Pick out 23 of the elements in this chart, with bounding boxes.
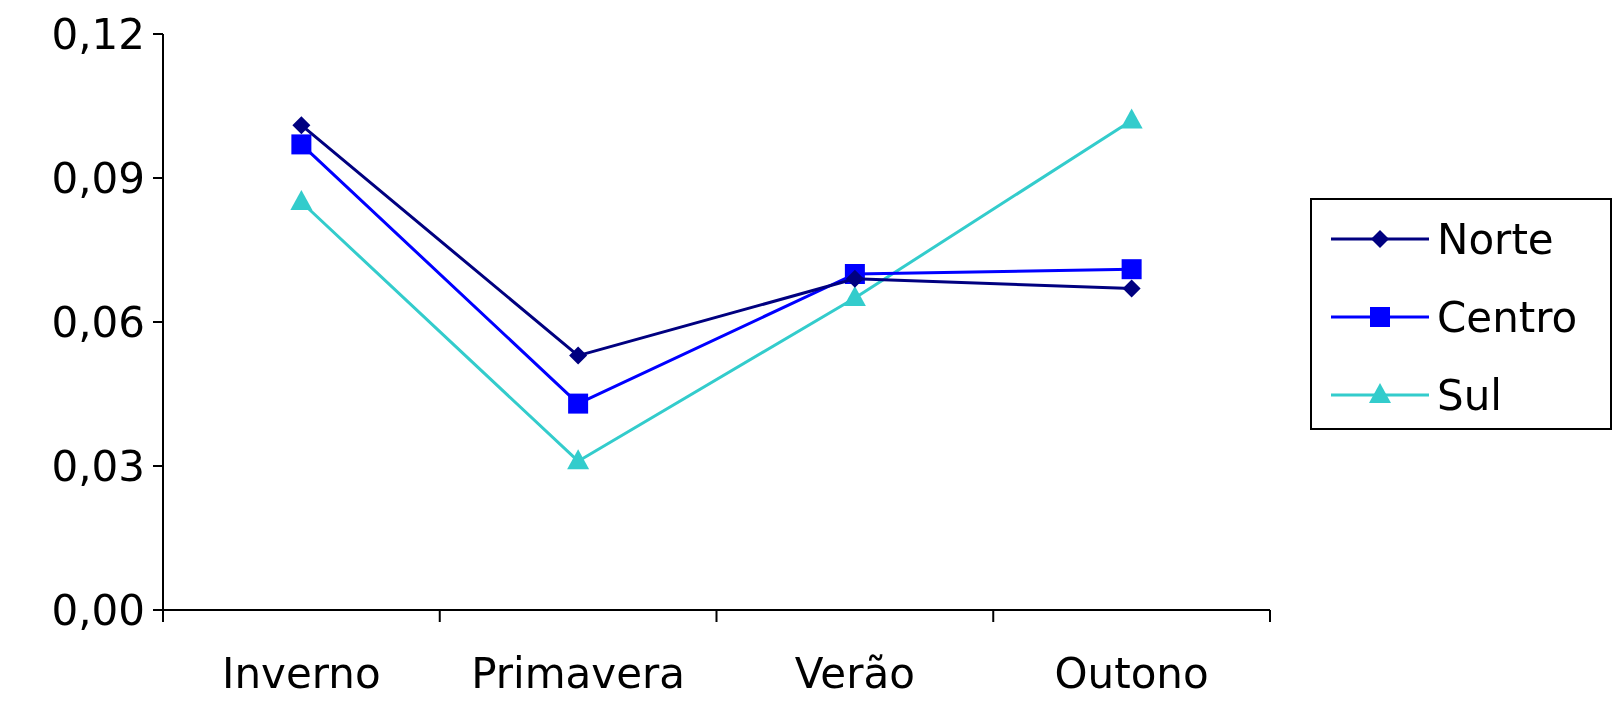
point: [568, 393, 589, 414]
y-tick-label: 0,09: [51, 154, 145, 204]
point: [292, 116, 311, 135]
point: [1122, 279, 1141, 298]
point: [843, 286, 866, 306]
point: [567, 449, 590, 470]
x-tick-label: Primavera: [471, 649, 686, 698]
x-tick-label: Inverno: [222, 649, 381, 698]
legend-label: Norte: [1437, 215, 1554, 265]
x-tick-label: Outono: [1054, 649, 1209, 698]
point: [569, 346, 588, 365]
y-tick-label: 0,12: [51, 10, 145, 60]
x-tick-label: Verão: [794, 649, 915, 698]
point: [1120, 108, 1143, 129]
y-tick-label: 0,00: [51, 586, 145, 636]
legend-label: Sul: [1437, 371, 1502, 421]
y-tick-label: 0,06: [51, 298, 145, 348]
legend-label: Centro: [1437, 293, 1578, 343]
point: [1121, 259, 1142, 280]
point: [290, 190, 313, 210]
point: [845, 269, 864, 288]
y-tick-label: 0,03: [51, 442, 145, 492]
point: [291, 134, 312, 155]
